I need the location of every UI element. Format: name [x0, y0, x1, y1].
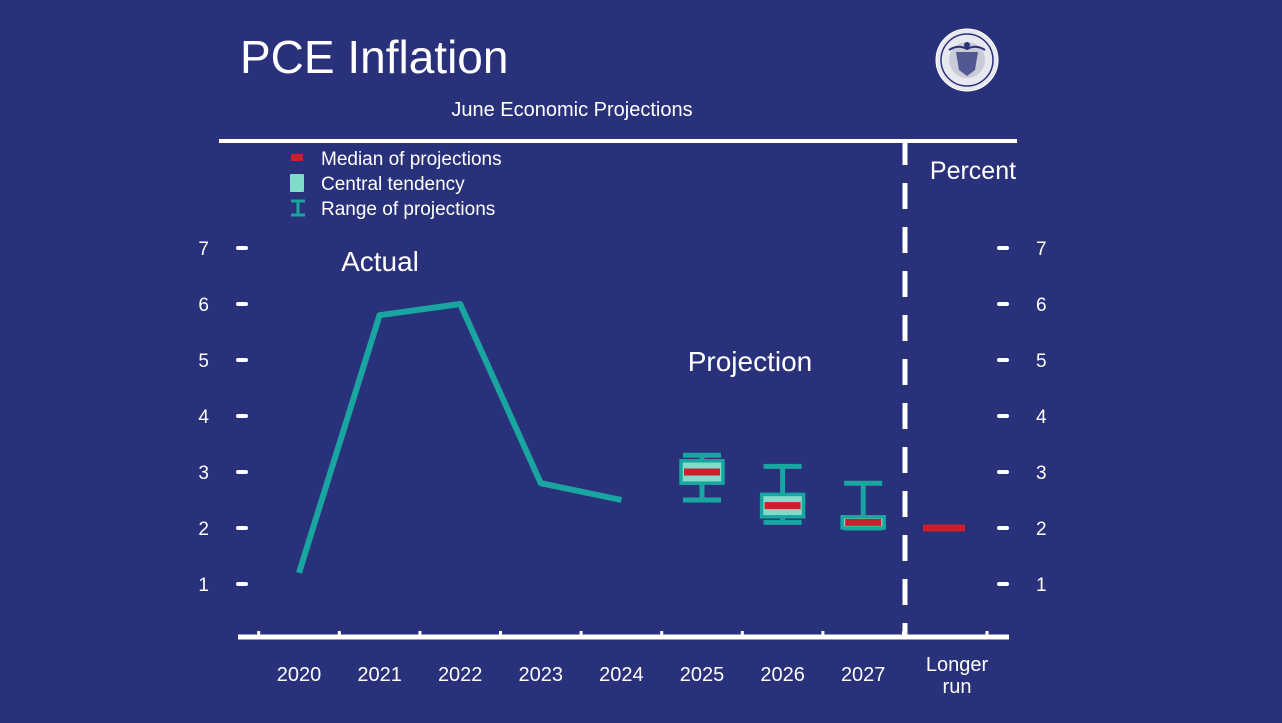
y-tick-label-left: 3 [198, 463, 209, 484]
median-2026 [764, 502, 801, 510]
y-tick-label-right: 5 [1036, 351, 1047, 372]
median-Longer run [923, 524, 965, 532]
projection-label: Projection [688, 346, 813, 377]
x-axis-ticks [257, 631, 989, 637]
y-tick-label-right: 4 [1036, 407, 1047, 428]
actual-label: Actual [341, 246, 419, 277]
x-label-2027: 2027 [841, 664, 886, 686]
x-label-longer-run: Longer [926, 654, 989, 676]
y-tick-label-right: 6 [1036, 295, 1047, 316]
x-label-2025: 2025 [680, 664, 725, 686]
y-tick-label-right: 7 [1036, 239, 1047, 260]
actual-line [296, 301, 623, 574]
legend-label-median: Median of projections [321, 149, 502, 170]
x-label-2026: 2026 [760, 664, 805, 686]
central-swatch [290, 174, 304, 192]
y-tick-label-right: 2 [1036, 519, 1047, 540]
x-label-2021: 2021 [357, 664, 402, 686]
y-tick-label-left: 6 [198, 295, 209, 316]
x-label-2022: 2022 [438, 664, 483, 686]
y-tick-label-left: 1 [198, 575, 209, 596]
y-tick-label-left: 7 [198, 239, 209, 260]
median-2025 [684, 468, 720, 476]
legend-label-central: Central tendency [321, 174, 465, 195]
fed-seal-icon [935, 28, 999, 92]
x-label-2023: 2023 [519, 664, 564, 686]
y-tick-label-left: 5 [198, 351, 209, 372]
y-tick-label-left: 4 [198, 407, 209, 428]
actual-series [296, 301, 623, 574]
legend-item-range: Range of projections [291, 199, 495, 220]
unit-label: Percent [930, 157, 1016, 185]
x-label-2020: 2020 [277, 664, 322, 686]
y-tick-label-right: 1 [1036, 575, 1047, 596]
x-axis-labels: 2020 2021 2022 2023 2024 2025 2026 2027 Longerru… [277, 654, 989, 698]
x-label-longer-run: run [943, 676, 972, 698]
y-tick-label-left: 2 [198, 519, 209, 540]
median-2027 [845, 518, 882, 526]
legend-label-range: Range of projections [321, 199, 495, 220]
legend-item-central: Central tendency [290, 174, 465, 195]
range-swatch [291, 199, 305, 217]
legend: Median of projections Central tendency R… [290, 149, 502, 220]
y-tick-label-right: 3 [1036, 463, 1047, 484]
x-label-2024: 2024 [599, 664, 644, 686]
projection-marks [679, 452, 965, 532]
y-axis-ticks: 1 1 2 2 3 3 4 4 5 5 6 6 7 7 [198, 239, 1047, 596]
chart-title: PCE Inflation [240, 31, 508, 83]
chart-subtitle: June Economic Projections [451, 99, 692, 121]
legend-item-median: Median of projections [291, 149, 502, 170]
median-swatch [291, 154, 303, 161]
